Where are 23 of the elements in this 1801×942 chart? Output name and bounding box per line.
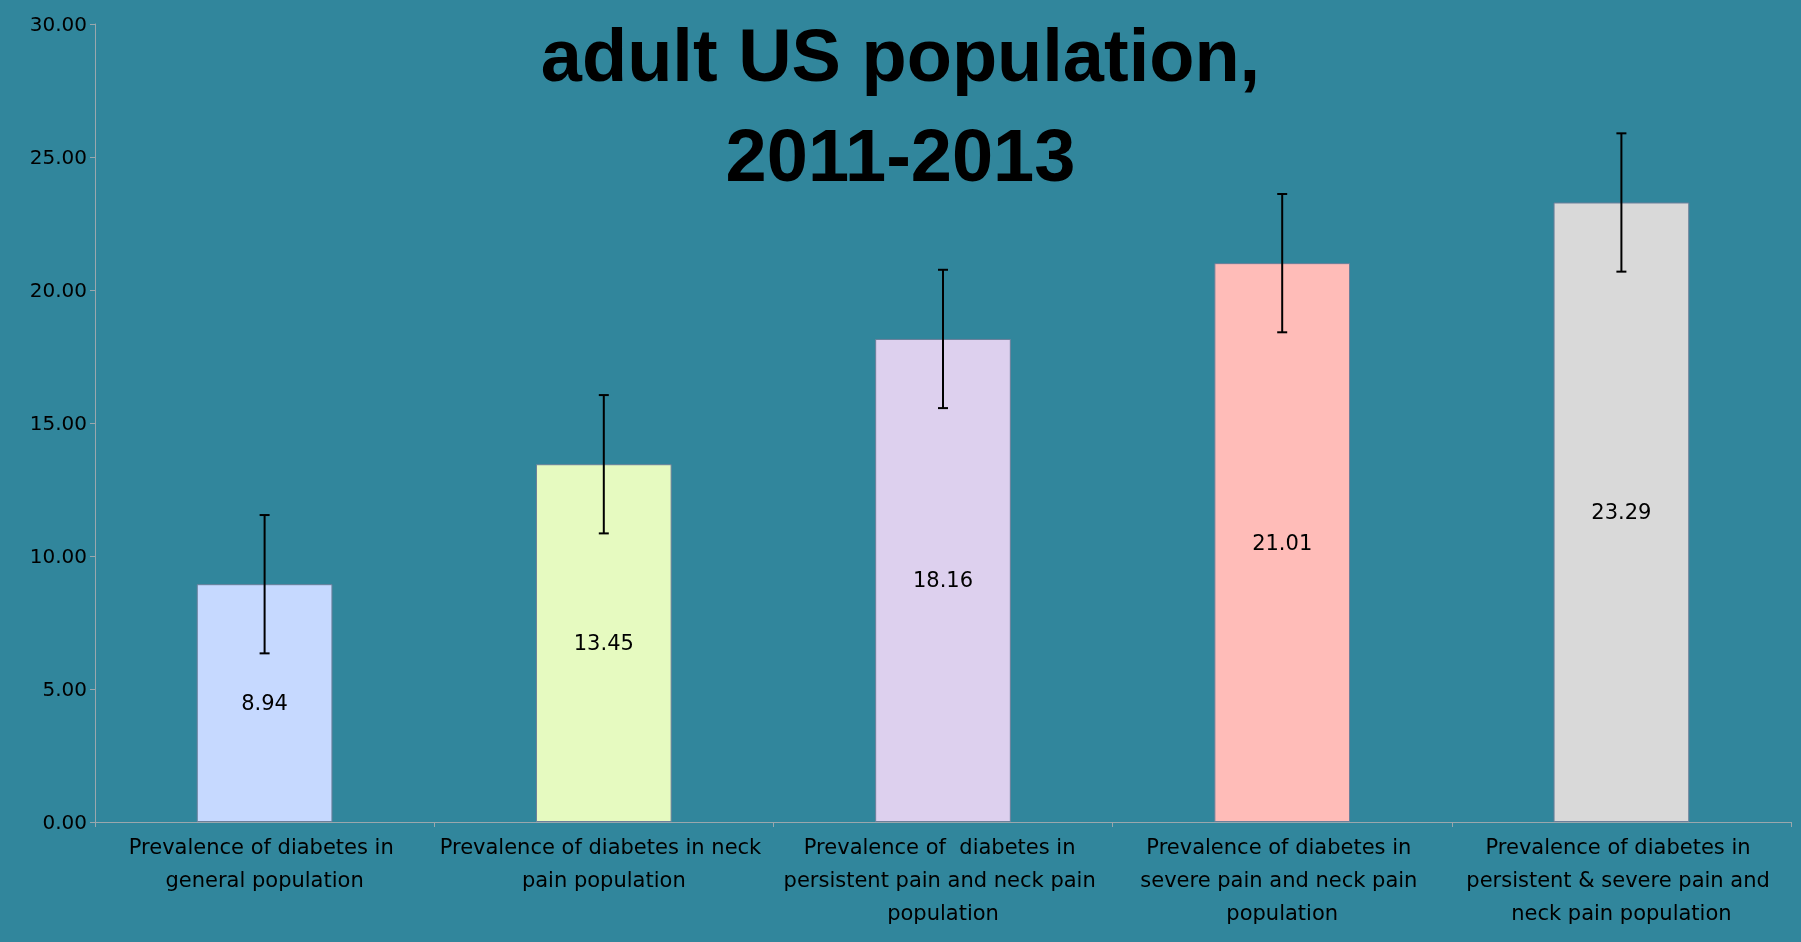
y-tick-label: 15.00 [29,411,87,435]
y-tick-label: 30.00 [29,12,87,36]
bar [196,584,333,822]
text: adult US population, 2011-2013 [540,13,1261,197]
x-tick-label: Prevalence of diabetes in neck pain population [439,834,768,892]
y-tick-label: 20.00 [29,278,87,302]
x-tick-label: Prevalence of diabetes in severe pain and neck pain population [1140,834,1425,925]
bar [1553,202,1690,822]
x-tick-label: Prevalence of diabetes in general population [128,834,401,892]
x-tick-label: Prevalence of diabetes in persistent & severe pain and neck pain population [1466,834,1777,925]
y-tick-label: 5.00 [42,677,87,701]
y-tick-label: 0.00 [42,810,87,834]
x-tick-label: Prevalence of diabetes in persistent pain and neck pain population [783,834,1103,925]
data-label: 21.01 [1252,530,1313,555]
bar [875,338,1011,822]
bar [535,464,672,822]
y-tick-label: 25.00 [29,145,87,169]
y-tick-label: 10.00 [29,544,87,568]
data-label: 13.45 [573,631,634,656]
data-label: 8.94 [241,691,288,716]
data-label: 18.16 [912,568,974,593]
bar [1214,263,1351,822]
data-label: 23.29 [1591,500,1652,525]
